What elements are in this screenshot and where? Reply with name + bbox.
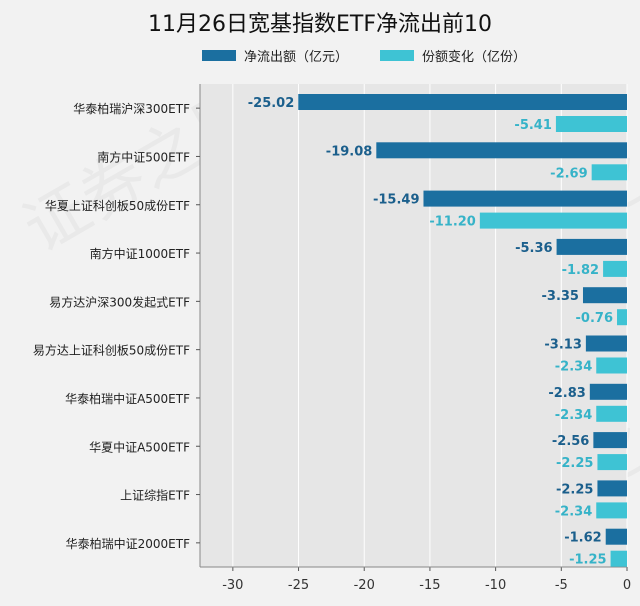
- bar-outflow: [589, 383, 627, 400]
- category-label: 南方中证1000ETF: [90, 246, 190, 261]
- category-label: 南方中证500ETF: [97, 149, 190, 164]
- legend-item-outflow: 净流出额（亿元）: [202, 46, 348, 65]
- data-label-outflow: -2.56: [552, 434, 589, 449]
- data-label-outflow: -19.08: [326, 144, 373, 159]
- category-label: 华泰柏瑞中证A500ETF: [65, 391, 190, 406]
- data-label-outflow: -25.02: [248, 96, 295, 111]
- category-label: 华泰柏瑞中证2000ETF: [66, 536, 190, 551]
- bar-share-change: [617, 309, 627, 326]
- category-label: 华泰柏瑞沪深300ETF: [73, 101, 190, 116]
- bar-outflow: [593, 432, 627, 449]
- data-label-outflow: -2.25: [556, 482, 593, 497]
- data-label-outflow: -5.36: [515, 241, 552, 256]
- category-label: 上证综指ETF: [120, 488, 190, 503]
- chart-title: 11月26日宽基指数ETF净流出前10: [148, 12, 492, 37]
- data-label-share-change: -2.34: [555, 360, 592, 375]
- data-label-share-change: -5.41: [514, 118, 551, 133]
- data-label-share-change: -0.76: [576, 311, 613, 326]
- x-tick-label: -25: [288, 578, 309, 593]
- bar-share-change: [591, 164, 627, 181]
- data-label-share-change: -2.25: [556, 456, 593, 471]
- data-label-outflow: -15.49: [373, 193, 420, 208]
- bar-share-change: [610, 550, 627, 567]
- bar-outflow: [582, 287, 627, 304]
- bar-share-change: [603, 260, 627, 277]
- x-tick-label: -15: [419, 578, 440, 593]
- x-tick-label: -30: [222, 578, 243, 593]
- bar-outflow: [597, 480, 627, 497]
- bar-outflow: [556, 238, 627, 255]
- x-tick-label: -20: [354, 578, 375, 593]
- data-label-outflow: -3.13: [544, 338, 581, 353]
- legend-label-share-change: 份额变化（亿份）: [422, 50, 527, 65]
- legend-item-share-change: 份额变化（亿份）: [380, 46, 526, 65]
- bar-share-change: [555, 116, 627, 132]
- bar-share-change: [597, 454, 627, 471]
- category-label: 华夏上证科创板50成份ETF: [45, 199, 190, 213]
- legend: 净流出额（亿元） 份额变化（亿份）: [0, 46, 640, 66]
- category-label: 华夏中证A500ETF: [89, 439, 190, 454]
- data-label-share-change: -1.82: [562, 263, 599, 278]
- x-tick-label: -5: [555, 578, 568, 593]
- bar-share-change: [596, 357, 627, 374]
- data-label-share-change: -11.20: [429, 215, 476, 230]
- bar-share-change: [479, 212, 627, 229]
- bar-outflow: [605, 528, 627, 545]
- bar-share-change: [596, 502, 627, 519]
- plot-area: [200, 84, 627, 567]
- bar-outflow: [298, 94, 627, 110]
- bar-outflow: [376, 142, 627, 159]
- x-tick-label: 0: [623, 578, 631, 593]
- bar-share-change: [596, 405, 627, 422]
- data-label-outflow: -1.62: [564, 531, 601, 546]
- data-label-share-change: -2.34: [555, 408, 592, 423]
- data-label-outflow: -2.83: [548, 386, 585, 401]
- data-label-share-change: -2.69: [550, 166, 587, 181]
- legend-label-outflow: 净流出额（亿元）: [244, 50, 349, 65]
- legend-swatch-share-change: [380, 50, 414, 61]
- bar-outflow: [585, 335, 627, 352]
- category-label: 易方达沪深300发起式ETF: [49, 294, 190, 309]
- bar-outflow: [423, 190, 627, 207]
- data-label-share-change: -2.34: [555, 504, 592, 519]
- data-label-share-change: -1.25: [569, 553, 606, 568]
- x-tick-label: -10: [485, 578, 506, 593]
- category-label: 易方达上证科创板50成份ETF: [33, 343, 190, 358]
- data-label-outflow: -3.35: [542, 289, 579, 304]
- legend-swatch-outflow: [202, 50, 236, 61]
